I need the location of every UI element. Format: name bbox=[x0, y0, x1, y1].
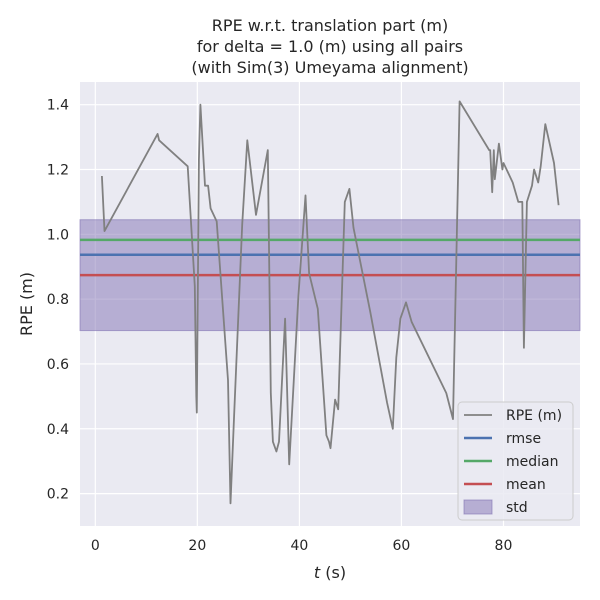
title-line-2: for delta = 1.0 (m) using all pairs bbox=[197, 37, 463, 56]
title-line-3: (with Sim(3) Umeyama alignment) bbox=[191, 58, 468, 77]
x-tick-label: 80 bbox=[495, 538, 513, 554]
chart-title: RPE w.r.t. translation part (m) for delt… bbox=[191, 16, 468, 77]
legend-label: mean bbox=[506, 477, 546, 493]
legend-item-mean: mean bbox=[464, 477, 546, 493]
legend-label: std bbox=[506, 500, 528, 516]
rpe-line bbox=[101, 100, 560, 505]
legend-frame bbox=[457, 401, 574, 521]
y-axis-label: RPE (m) bbox=[17, 272, 36, 336]
x-tick-label: 0 bbox=[91, 538, 100, 554]
y-tick-label: 1.0 bbox=[47, 227, 69, 243]
y-tick-label: 0.2 bbox=[47, 487, 69, 503]
stat-lines bbox=[80, 238, 580, 277]
x-tick-labels: 0 20 40 60 80 bbox=[91, 538, 513, 554]
y-tick-label: 0.4 bbox=[47, 422, 69, 438]
x-axis-label-unit: (s) bbox=[320, 563, 346, 582]
legend-label: RPE (m) bbox=[506, 408, 562, 424]
x-axis-label-variable: t bbox=[314, 563, 321, 582]
legend: RPE (m) rmse median mean std bbox=[457, 401, 574, 521]
legend-item-median: median bbox=[464, 454, 558, 470]
x-axis-label: t (s) bbox=[314, 563, 346, 582]
legend-item-std: std bbox=[463, 499, 528, 516]
title-line-1: RPE w.r.t. translation part (m) bbox=[212, 16, 448, 35]
y-tick-label: 1.4 bbox=[47, 98, 69, 114]
y-tick-labels: 0.2 0.4 0.6 0.8 1.0 1.2 1.4 bbox=[47, 98, 69, 503]
legend-label: rmse bbox=[506, 431, 541, 447]
legend-item-rpe: RPE (m) bbox=[464, 408, 562, 424]
rpe-series-path bbox=[101, 100, 560, 505]
legend-label: median bbox=[506, 454, 558, 470]
y-tick-label: 0.8 bbox=[47, 292, 69, 308]
y-tick-label: 0.6 bbox=[47, 357, 69, 373]
legend-swatch bbox=[463, 499, 493, 515]
x-tick-label: 60 bbox=[393, 538, 411, 554]
x-tick-label: 20 bbox=[188, 538, 206, 554]
x-tick-label: 40 bbox=[290, 538, 308, 554]
y-tick-label: 1.2 bbox=[47, 163, 69, 179]
legend-item-rmse: rmse bbox=[464, 431, 541, 447]
